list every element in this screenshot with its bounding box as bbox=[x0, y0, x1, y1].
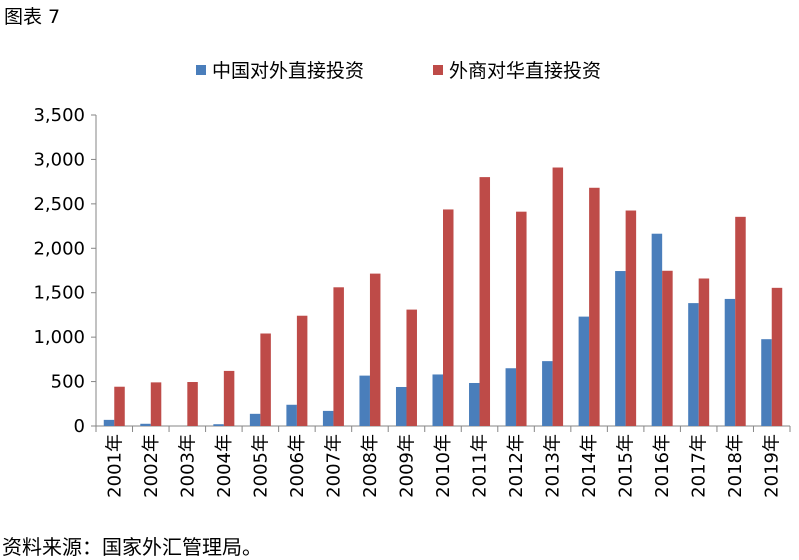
bar-series-1-2016年 bbox=[662, 270, 673, 426]
legend-item-series-0: 中国对外直接投资 bbox=[196, 56, 364, 83]
x-tick-label: 2003年 bbox=[177, 434, 198, 498]
bar-series-0-2014年 bbox=[578, 316, 590, 426]
bar-series-1-2003年 bbox=[187, 382, 198, 426]
bar-series-0-2009年 bbox=[395, 386, 407, 426]
source-note: 资料来源：国家外汇管理局。 bbox=[2, 535, 262, 559]
bar-series-0-2004年 bbox=[213, 424, 224, 426]
legend-swatch-series-0 bbox=[196, 64, 206, 75]
bar-series-1-2015年 bbox=[625, 210, 637, 426]
y-tick-label: 1,500 bbox=[33, 283, 85, 304]
bar-series-0-2013年 bbox=[542, 361, 553, 426]
bar-series-1-2008年 bbox=[369, 273, 381, 426]
y-tick-label: 2,000 bbox=[33, 238, 85, 259]
bar-series-1-2014年 bbox=[589, 187, 600, 426]
legend-swatch-series-1 bbox=[433, 64, 443, 75]
y-tick-label: 1,000 bbox=[33, 327, 85, 348]
x-tick-label: 2012年 bbox=[506, 434, 527, 498]
bar-series-0-2002年 bbox=[140, 423, 151, 426]
bar-series-1-2002年 bbox=[150, 382, 162, 426]
x-tick-label: 2014年 bbox=[579, 434, 600, 498]
bar-series-1-2013年 bbox=[552, 167, 564, 426]
bar-series-0-2018年 bbox=[724, 298, 736, 426]
x-tick-label: 2004年 bbox=[214, 434, 235, 498]
figure-label: 图表 7 bbox=[4, 6, 61, 28]
x-tick-label: 2008年 bbox=[360, 434, 381, 498]
x-tick-label: 2001年 bbox=[104, 434, 125, 498]
bar-series-0-2015年 bbox=[615, 271, 626, 426]
bar-series-1-2019年 bbox=[771, 287, 783, 426]
bar-series-1-2018年 bbox=[735, 216, 746, 426]
bar-series-1-2011年 bbox=[479, 177, 491, 426]
bar-series-0-2012年 bbox=[505, 368, 517, 426]
bar-series-0-2008年 bbox=[359, 375, 370, 426]
bar-series-1-2007年 bbox=[333, 287, 344, 426]
x-tick-label: 2018年 bbox=[725, 434, 746, 498]
y-tick-label: 3,000 bbox=[33, 149, 85, 170]
x-tick-label: 2011年 bbox=[470, 434, 491, 498]
bar-series-0-2006年 bbox=[286, 404, 297, 426]
x-tick-label: 2005年 bbox=[250, 434, 271, 498]
bar-series-1-2017年 bbox=[698, 278, 710, 426]
legend-label-series-0: 中国对外直接投资 bbox=[212, 60, 365, 82]
y-tick-label: 500 bbox=[51, 372, 85, 393]
bar-series-1-2006年 bbox=[296, 315, 308, 426]
bar-series-0-2019年 bbox=[761, 339, 772, 426]
bar-series-0-2016年 bbox=[651, 233, 663, 426]
bar-series-0-2005年 bbox=[249, 413, 261, 426]
bar-series-1-2001年 bbox=[114, 386, 125, 426]
x-tick-label: 2006年 bbox=[287, 434, 308, 498]
x-tick-label: 2002年 bbox=[141, 434, 162, 498]
y-tick-label: 2,500 bbox=[33, 194, 85, 215]
chart-legend: 中国对外直接投资 外商对华直接投资 bbox=[0, 56, 799, 86]
x-tick-label: 2010年 bbox=[433, 434, 454, 498]
bar-series-0-2001年 bbox=[103, 419, 115, 426]
bar-series-1-2009年 bbox=[406, 309, 417, 426]
bar-series-0-2017年 bbox=[688, 303, 699, 426]
x-tick-label: 2009年 bbox=[396, 434, 417, 498]
bar-series-1-2010年 bbox=[443, 209, 454, 426]
y-tick-label: 3,500 bbox=[33, 105, 85, 126]
x-tick-label: 2015年 bbox=[616, 434, 637, 498]
bar-series-0-2011年 bbox=[469, 382, 480, 426]
bar-series-1-2012年 bbox=[516, 211, 527, 426]
bar-series-1-2004年 bbox=[223, 370, 235, 426]
x-tick-label: 2019年 bbox=[762, 434, 783, 498]
bar-series-0-2010年 bbox=[432, 374, 443, 426]
x-tick-label: 2016年 bbox=[652, 434, 673, 498]
x-tick-label: 2017年 bbox=[689, 434, 710, 498]
legend-label-series-1: 外商对华直接投资 bbox=[449, 60, 602, 82]
x-tick-label: 2007年 bbox=[323, 434, 344, 498]
bar-series-1-2005年 bbox=[260, 333, 271, 426]
bar-series-0-2007年 bbox=[322, 410, 334, 426]
y-tick-label: 0 bbox=[74, 416, 85, 437]
legend-item-series-1: 外商对华直接投资 bbox=[433, 56, 601, 83]
x-tick-label: 2013年 bbox=[543, 434, 564, 498]
